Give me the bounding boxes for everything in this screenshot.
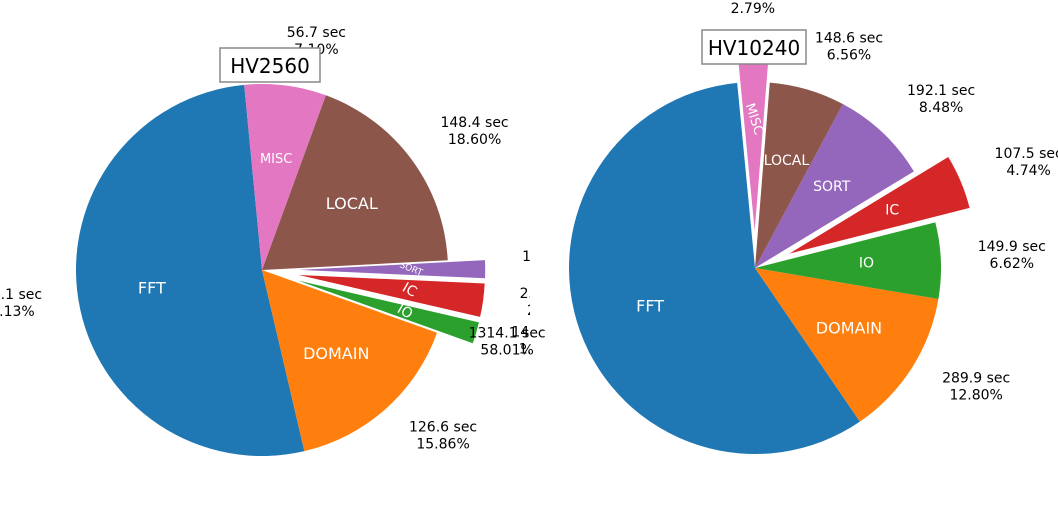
hv10240-slice-io	[755, 222, 941, 300]
hv10240-slice-fft	[569, 82, 860, 455]
hv10240-value-label-ic: 107.5 sec 4.74%	[995, 146, 1058, 179]
hv2560-value-label-local: 148.4 sec 18.60%	[441, 115, 509, 148]
hv10240-slice-label-io: IO	[859, 256, 874, 272]
hv2560-slice-domain	[262, 270, 438, 452]
hv2560-slice-fft	[75, 84, 305, 457]
hv10240-value-label-io: 149.9 sec 6.62%	[978, 239, 1046, 272]
hv2560-slice-label-misc: MISC	[260, 152, 292, 167]
hv10240-slice-label-domain: DOMAIN	[816, 319, 882, 338]
hv2560-slice-label-local: LOCAL	[326, 194, 378, 213]
hv2560-slice-ic	[298, 275, 485, 317]
hv2560-title: HV2560	[230, 54, 310, 78]
hv2560-slice-io	[297, 280, 479, 344]
hv10240-value-label-sort: 192.1 sec 8.48%	[907, 83, 975, 116]
hv10240-slice-misc	[736, 44, 770, 231]
hv2560-slice-label-domain: DOMAIN	[303, 344, 369, 363]
hv2560-slice-label-io: IO	[394, 301, 415, 322]
hv2560-slice-label-fft: FFT	[138, 279, 166, 298]
hv10240-value-label-misc: 63.3 sec2.79%	[723, 0, 782, 17]
hv2560-slice-local	[262, 95, 448, 270]
hv10240-slice-label-ic: IC	[885, 202, 899, 218]
hv10240-value-label-local: 148.6 sec 6.56%	[815, 30, 883, 63]
hv10240-slice-ic	[789, 156, 970, 254]
hv10240-slice-label-fft: FFT	[636, 297, 664, 316]
hv10240-title: HV10240	[708, 36, 800, 60]
hv2560-value-label-ic: 23.1 sec2.90%	[520, 286, 530, 319]
hv10240-value-label-fft: 1314.1 sec 58.01%	[469, 325, 546, 358]
hv2560-value-label-fft: 416.1 sec52.13%	[0, 287, 42, 320]
hv2560-slice-misc	[244, 84, 326, 270]
hv10240-slice-label-sort: SORT	[813, 179, 851, 195]
hv10240-slice-label-local: LOCAL	[764, 153, 810, 169]
hv10240-slice-sort	[755, 104, 914, 268]
hv10240-slice-local	[755, 82, 843, 269]
hv10240-slice-domain	[755, 268, 939, 422]
hv2560-value-label-domain: 126.6 sec 15.86%	[409, 419, 477, 452]
hv2560-title-box: HV2560	[219, 47, 321, 83]
hv10240-value-label-domain: 289.9 sec 12.80%	[942, 370, 1010, 403]
hv10240-title-box: HV10240	[701, 29, 807, 65]
hv2560-slice-sort	[299, 260, 486, 279]
